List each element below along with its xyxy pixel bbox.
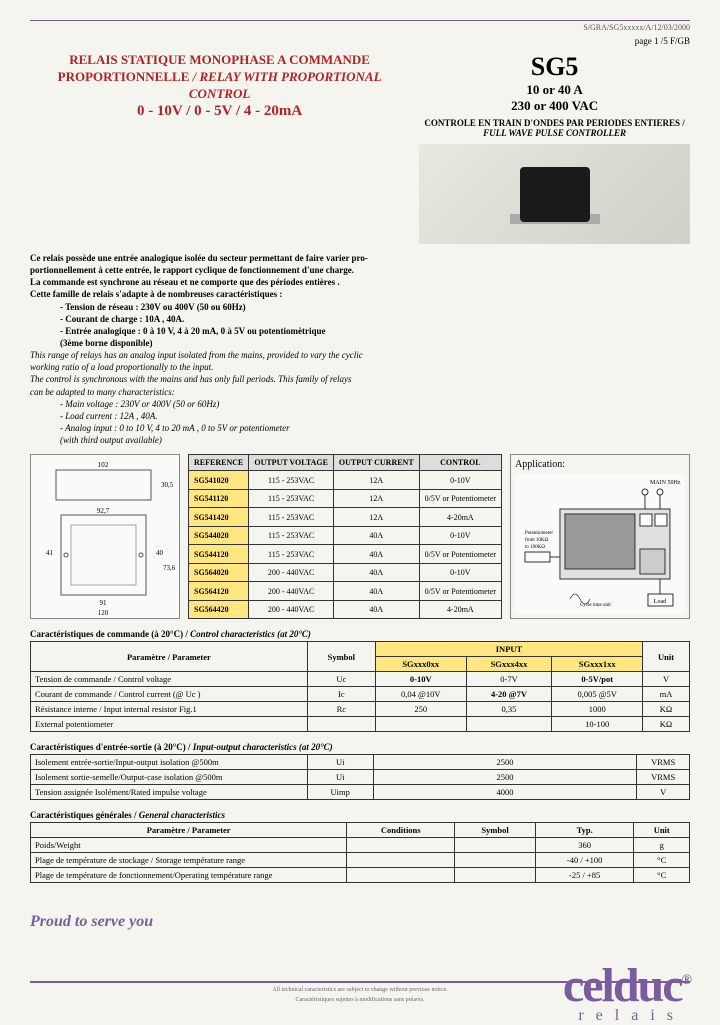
intro-fr-4: Cette famille de relais s'adapte à de no… bbox=[30, 288, 690, 300]
application-title: Application: bbox=[515, 459, 685, 470]
svg-text:41: 41 bbox=[46, 549, 54, 557]
svg-text:40: 40 bbox=[156, 549, 164, 557]
svg-text:from 10KΩ: from 10KΩ bbox=[525, 538, 549, 543]
reference-table: REFERENCEOUTPUT VOLTAGEOUTPUT CURRENTCON… bbox=[188, 454, 502, 619]
product-sub1: 10 or 40 A bbox=[419, 82, 690, 98]
footer: Proud to serve you celduc® relais All te… bbox=[30, 913, 690, 1003]
intro-en-2: working ratio of a load proportionally t… bbox=[30, 361, 690, 373]
header-reference: S/GRA/SG5xxxxx/A/12/03/2000 bbox=[30, 20, 690, 32]
title-spec: 0 - 10V / 0 - 5V / 4 - 20mA bbox=[30, 103, 409, 120]
svg-text:Load: Load bbox=[654, 599, 666, 605]
application-diagram: MAIN 50Hz Potentiometer from 10KΩ to 100… bbox=[515, 474, 685, 614]
intro-en-3: The control is synchronous with the main… bbox=[30, 373, 690, 385]
product-desc-fr: CONTROLE EN TRAIN D'ONDES PAR PERIODES E… bbox=[419, 118, 690, 128]
intro-fr-3: La commande est synchrone au réseau et n… bbox=[30, 276, 690, 288]
slogan: Proud to serve you bbox=[30, 913, 690, 931]
char3-title-en: General characteristics bbox=[139, 810, 225, 820]
brand-logo: celduc® bbox=[563, 958, 690, 1013]
title-fr-2: PROPORTIONNELLE bbox=[58, 69, 190, 84]
product-desc-en: FULL WAVE PULSE CONTROLLER bbox=[419, 128, 690, 138]
svg-text:102: 102 bbox=[98, 461, 109, 469]
intro-fr-item: (3ème borne disponible) bbox=[60, 337, 690, 349]
svg-text:120: 120 bbox=[98, 609, 109, 617]
svg-text:to 100KΩ: to 100KΩ bbox=[525, 545, 545, 550]
intro-text: Ce relais possède une entrée analogique … bbox=[30, 252, 690, 446]
application-box: Application: MAIN 50Hz Potentiometer fro… bbox=[510, 454, 690, 619]
product-sub2: 230 or 400 VAC bbox=[419, 98, 690, 114]
char3-title-fr: Caractéristiques générales / bbox=[30, 810, 136, 820]
intro-en-item: - Load current : 12A , 40A. bbox=[60, 410, 690, 422]
title-fr-1: RELAIS STATIQUE MONOPHASE A COMMANDE bbox=[30, 52, 409, 69]
char3-table: Paramètre / ParameterConditionsSymbolTyp… bbox=[30, 822, 690, 883]
intro-fr-1: Ce relais possède une entrée analogique … bbox=[30, 252, 690, 264]
char2-title-fr: Caractéristiques d'entrée-sortie (à 20°C… bbox=[30, 742, 191, 752]
svg-text:MAIN 50Hz: MAIN 50Hz bbox=[650, 480, 681, 486]
char2-table: Isolement entrée-sortie/Input-output iso… bbox=[30, 754, 690, 800]
svg-text:92,7: 92,7 bbox=[97, 507, 110, 515]
char2-title-en: Input-output characteristics (at 20°C) bbox=[193, 742, 333, 752]
product-name: SG5 bbox=[419, 52, 690, 82]
intro-fr-item: - Tension de réseau : 230V ou 400V (50 o… bbox=[60, 301, 690, 313]
char1-title-en: Control characteristics (at 20°C) bbox=[190, 629, 311, 639]
svg-text:91: 91 bbox=[100, 599, 108, 607]
intro-en-1: This range of relays has an analog input… bbox=[30, 349, 690, 361]
char-general: Caractéristiques générales / General cha… bbox=[30, 810, 690, 883]
svg-text:Potentiometer: Potentiometer bbox=[525, 531, 553, 536]
brand-sub: relais bbox=[578, 1007, 685, 1025]
title-en: / RELAY WITH PROPORTIONAL CONTROL bbox=[189, 69, 382, 101]
mid-section: 102 30,5 92,7 41 40 73,6 91 120 REFERENC… bbox=[30, 454, 690, 619]
char1-table: Paramètre / ParameterSymbolINPUTUnit SGx… bbox=[30, 641, 690, 732]
page-number: page 1 /5 F/GB bbox=[30, 36, 690, 46]
intro-fr-2: portionnellement à cette entrée, le rapp… bbox=[30, 264, 690, 276]
intro-fr-item: - Entrée analogique : 0 à 10 V, 4 à 20 m… bbox=[60, 325, 690, 337]
intro-en-item: - Analog input : 0 to 10 V, 4 to 20 mA ,… bbox=[60, 422, 690, 434]
svg-text:73,6: 73,6 bbox=[163, 564, 176, 572]
dimension-diagram: 102 30,5 92,7 41 40 73,6 91 120 bbox=[30, 454, 180, 619]
char-io: Caractéristiques d'entrée-sortie (à 20°C… bbox=[30, 742, 690, 800]
char-control: Caractéristiques de commande (à 20°C) / … bbox=[30, 629, 690, 732]
intro-fr-item: - Courant de charge : 10A , 40A. bbox=[60, 313, 690, 325]
product-photo bbox=[419, 144, 690, 244]
intro-en-4: can be adapted to many characteristics: bbox=[30, 386, 690, 398]
char1-title-fr: Caractéristiques de commande (à 20°C) / bbox=[30, 629, 188, 639]
intro-en-item: (with third output available) bbox=[60, 434, 690, 446]
svg-text:30,5: 30,5 bbox=[161, 481, 174, 489]
intro-en-item: - Main voltage : 230V or 400V (50 or 60H… bbox=[60, 398, 690, 410]
title-block: RELAIS STATIQUE MONOPHASE A COMMANDE PRO… bbox=[30, 52, 690, 244]
